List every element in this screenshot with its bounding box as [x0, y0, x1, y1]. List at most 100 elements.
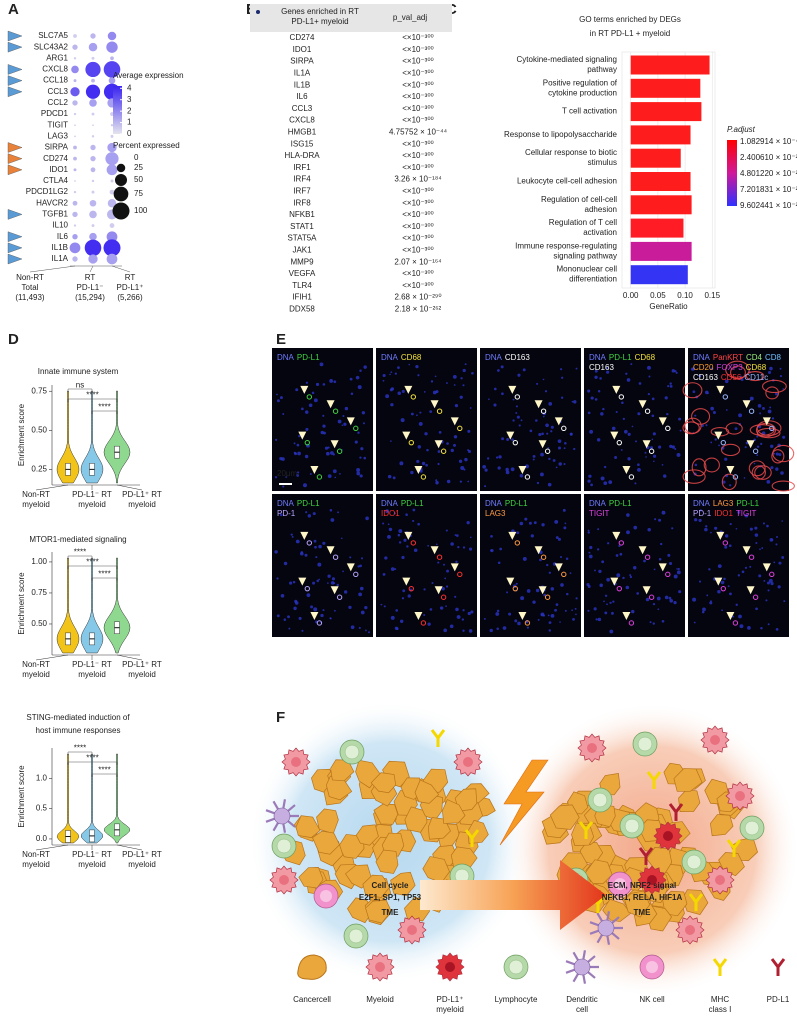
nucleus — [298, 434, 301, 438]
tick-link — [35, 844, 69, 851]
channel-name: IDO1 — [714, 509, 733, 518]
cancer-cell — [362, 874, 391, 898]
nucleus — [692, 390, 696, 394]
nucleus — [723, 577, 726, 581]
cell-signal — [561, 571, 567, 578]
arrowhead — [612, 531, 621, 540]
image-tile — [272, 494, 373, 637]
nucleus — [663, 474, 667, 478]
cell-signal — [440, 448, 447, 454]
nucleus — [685, 925, 695, 935]
channel-name: DNA — [589, 353, 607, 362]
nucleus — [276, 838, 292, 854]
transition-arrow — [420, 860, 606, 930]
nucleus — [622, 576, 625, 580]
arrowhead — [298, 431, 307, 440]
nucleus — [297, 451, 301, 456]
y-tick-label: Positive regulation of cytokine productio… — [543, 78, 618, 97]
table-cell: <×10⁻³⁰⁰ — [402, 281, 434, 290]
nucleus — [608, 480, 613, 485]
tissue — [771, 480, 795, 492]
nucleus — [462, 609, 465, 612]
nucleus — [390, 403, 394, 407]
nucleus — [429, 608, 433, 611]
nucleus — [344, 744, 360, 760]
nucleus — [652, 454, 657, 458]
nucleus — [405, 513, 408, 516]
nucleus — [327, 574, 331, 578]
size-label: 25 — [134, 163, 143, 172]
nucleus — [294, 601, 299, 605]
channel-label: CD163 — [589, 363, 614, 372]
nucleus — [388, 527, 393, 532]
cell-signal — [665, 571, 671, 578]
nucleus — [664, 595, 669, 600]
nucleus — [561, 376, 564, 379]
cancer-cell — [373, 803, 399, 825]
nucleus — [291, 535, 294, 538]
nucleus — [468, 629, 473, 633]
colorbar-label: 4 — [127, 83, 132, 92]
sig-label: **** — [86, 558, 98, 567]
y-axis-label: Enrichment score — [17, 765, 26, 828]
arrowhead — [642, 440, 651, 449]
arrowhead — [330, 586, 339, 595]
nucleus — [505, 467, 509, 472]
nucleus — [350, 392, 354, 396]
nucleus — [495, 456, 499, 459]
nucleus — [348, 605, 352, 610]
cell-signal — [336, 594, 343, 600]
nucleus — [767, 409, 772, 414]
nucleus — [385, 394, 390, 399]
dc — [273, 807, 291, 825]
nucleus — [501, 392, 504, 396]
nucleus — [562, 508, 566, 512]
nucleus — [712, 411, 716, 415]
dot — [72, 100, 78, 106]
channel-name: TIGIT — [736, 509, 757, 518]
nucleus — [775, 467, 779, 471]
nucleus — [735, 603, 738, 607]
nucleus — [668, 596, 672, 600]
cell-signal — [408, 585, 414, 592]
nucleus — [601, 560, 605, 564]
nucleus — [274, 550, 278, 554]
nucleus — [508, 959, 524, 975]
nucleus — [435, 390, 439, 394]
nucleus — [427, 544, 430, 547]
legend-label: Myeloid — [366, 995, 394, 1004]
nucleus — [332, 581, 336, 585]
nucleus — [318, 578, 320, 581]
bar — [630, 55, 710, 75]
nucleus — [454, 403, 459, 408]
arrowhead — [762, 417, 771, 426]
nucleus — [289, 581, 293, 585]
nucleus — [443, 563, 446, 566]
nucleus — [530, 534, 534, 538]
chart-title: GO terms enriched by DEGs in RT PD-L1 + m… — [579, 15, 681, 38]
dot — [110, 134, 114, 138]
dot — [106, 164, 118, 176]
nucleus — [781, 556, 785, 559]
nucleus — [424, 432, 428, 436]
nucleus — [427, 622, 431, 626]
dot — [70, 87, 80, 97]
nucleus — [735, 527, 738, 530]
panel-label: F — [276, 709, 285, 726]
table-cell: IDO1 — [293, 45, 312, 54]
nucleus — [738, 614, 742, 619]
nucleus — [399, 619, 404, 623]
channel-name: CD68 — [401, 353, 422, 362]
nucleus — [407, 925, 417, 935]
nucleus — [550, 430, 553, 433]
y-tick-label: Regulation of cell-cell adhesion — [541, 195, 617, 214]
cell-signal — [732, 474, 739, 480]
nucleus — [709, 601, 713, 605]
arrowhead — [638, 400, 647, 409]
nucleus — [357, 565, 360, 568]
dot — [72, 44, 78, 50]
nucleus — [375, 962, 385, 972]
nucleus — [552, 459, 556, 462]
marker-arrow — [7, 231, 23, 242]
nucleus — [445, 382, 448, 384]
